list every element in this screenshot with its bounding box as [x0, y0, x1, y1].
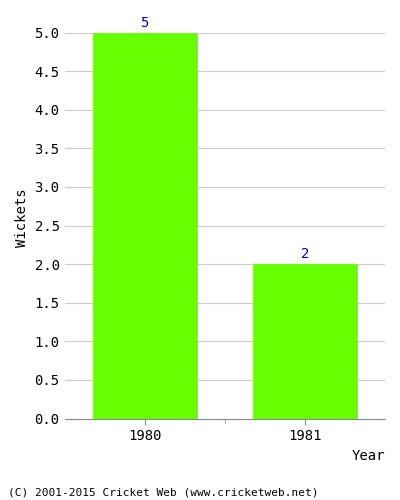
X-axis label: Year: Year — [352, 448, 385, 462]
Text: 5: 5 — [140, 16, 149, 30]
Text: 2: 2 — [301, 247, 309, 261]
Bar — [253, 264, 357, 418]
Bar — [92, 32, 197, 418]
Text: (C) 2001-2015 Cricket Web (www.cricketweb.net): (C) 2001-2015 Cricket Web (www.cricketwe… — [8, 488, 318, 498]
Y-axis label: Wickets: Wickets — [15, 188, 29, 247]
